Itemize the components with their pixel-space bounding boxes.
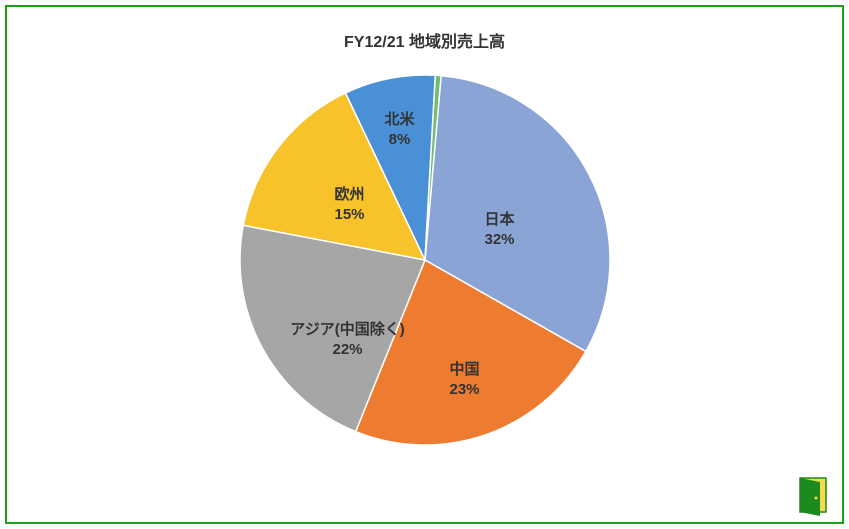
slice-label: 欧州 15% [334,185,364,226]
slice-label-name: アジア(中国除く) [290,321,404,338]
slice-label-percent: 32% [484,231,514,248]
slice-label-name: 北米 [384,111,414,128]
slice-label: 日本 32% [484,210,514,251]
slice-label-name: 日本 [484,211,514,228]
slice-label-percent: 22% [332,341,362,358]
slice-label-percent: 15% [334,206,364,223]
logo-icon [794,472,832,516]
slice-label: 中国 23% [449,360,479,401]
pie-svg [240,75,610,445]
slice-label-name: 欧州 [334,186,364,203]
slice-label-percent: 23% [449,381,479,398]
slice-label-percent: 8% [389,131,411,148]
chart-title: FY12/21 地域別売上高 [344,28,505,52]
slice-label: アジア(中国除く) 22% [290,320,404,361]
pie-chart: 日本 32% 中国 23% アジア(中国除く) 22% 欧州 15% 北米 8% [240,75,610,445]
slice-label-name: 中国 [449,361,479,378]
slice-label: 北米 8% [384,110,414,151]
